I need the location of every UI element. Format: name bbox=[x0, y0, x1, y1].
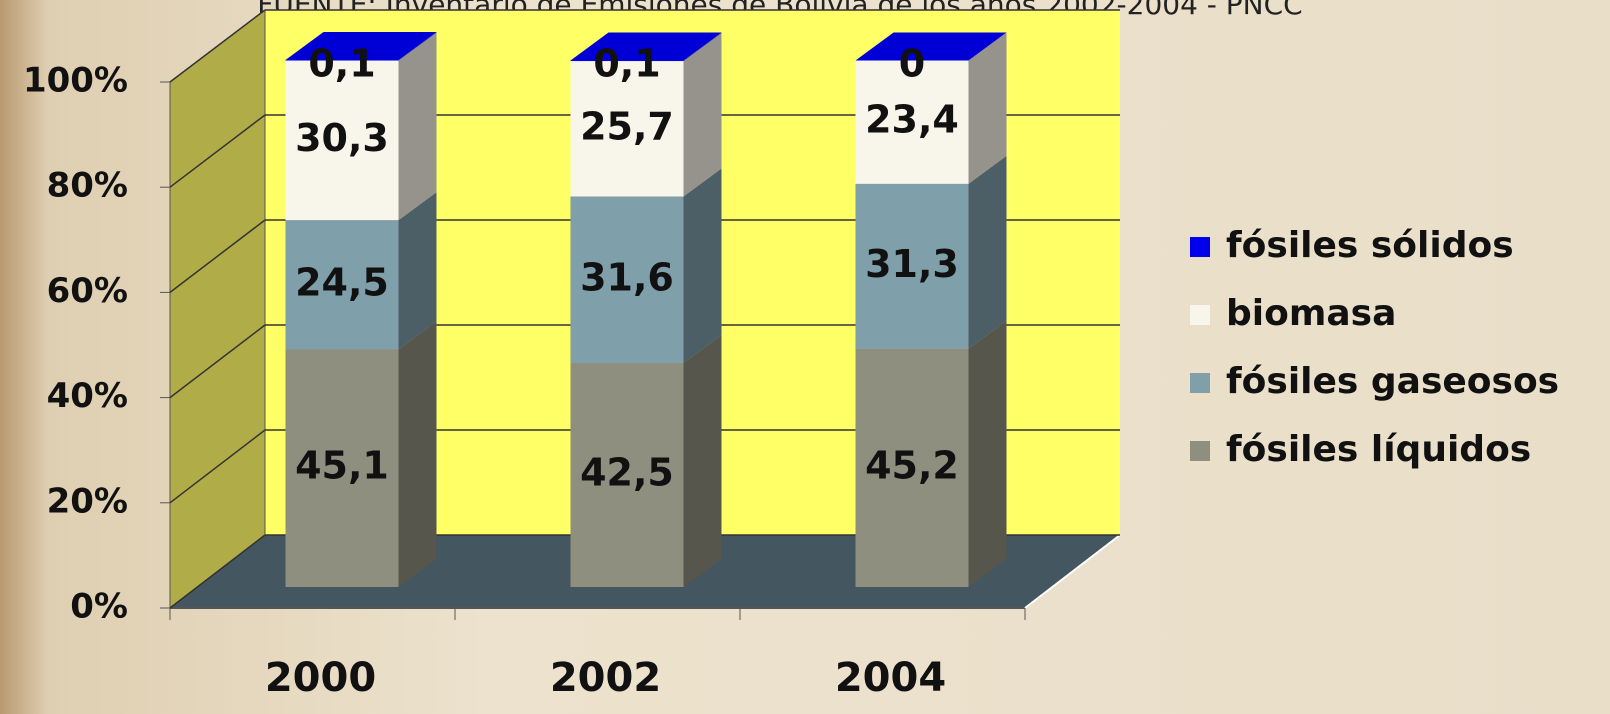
legend-label: fósiles gaseosos bbox=[1226, 361, 1559, 402]
legend-label: fósiles sólidos bbox=[1226, 225, 1514, 266]
bar-top bbox=[855, 32, 1007, 61]
bar-side bbox=[683, 32, 722, 62]
bar-front bbox=[855, 348, 969, 587]
bar-front bbox=[285, 60, 399, 61]
legend-label: fósiles líquidos bbox=[1226, 429, 1531, 470]
bar-front bbox=[855, 183, 969, 349]
value-label: 25,7 bbox=[580, 104, 674, 148]
bar-side bbox=[683, 168, 722, 364]
legend-swatch bbox=[1190, 441, 1210, 461]
bar-side bbox=[398, 32, 437, 221]
x-tick-label: 2002 bbox=[550, 655, 661, 701]
legend-swatch bbox=[1190, 373, 1210, 393]
bar-front bbox=[855, 60, 969, 184]
grid-line bbox=[169, 219, 266, 293]
grid-line bbox=[169, 534, 266, 609]
value-label: 24,5 bbox=[295, 260, 389, 304]
legend-swatch bbox=[1190, 237, 1210, 257]
bar-front bbox=[285, 349, 399, 587]
bar-side bbox=[398, 321, 437, 587]
value-label: 30,3 bbox=[295, 116, 389, 160]
value-label: 45,1 bbox=[295, 444, 389, 488]
value-label: 31,6 bbox=[580, 255, 674, 299]
bar-side bbox=[968, 320, 1007, 587]
bar-side bbox=[968, 155, 1007, 349]
bar-side bbox=[398, 32, 437, 61]
bar-front bbox=[570, 60, 684, 62]
y-tick-label: 100% bbox=[23, 61, 128, 101]
y-tick-label: 40% bbox=[47, 376, 128, 416]
bar-front bbox=[285, 220, 399, 350]
bar-front bbox=[570, 196, 684, 364]
grid-line bbox=[169, 9, 266, 83]
x-tick-label: 2004 bbox=[835, 655, 946, 701]
value-label: 0,1 bbox=[593, 42, 660, 86]
bar-side bbox=[683, 335, 722, 587]
value-label: 0,1 bbox=[308, 42, 375, 86]
legend-label: biomasa bbox=[1226, 293, 1396, 334]
grid-line bbox=[169, 114, 266, 188]
grid-line bbox=[169, 324, 266, 399]
y-tick-label: 80% bbox=[47, 166, 128, 206]
grid-line bbox=[169, 429, 266, 504]
value-label: 31,3 bbox=[865, 242, 959, 286]
y-tick-label: 20% bbox=[47, 481, 128, 521]
bar-side bbox=[968, 32, 1007, 184]
bar-front bbox=[570, 363, 684, 587]
bar-front bbox=[285, 60, 399, 221]
bar-side bbox=[398, 192, 437, 350]
x-tick-label: 2000 bbox=[265, 655, 376, 701]
legend-swatch bbox=[1190, 305, 1210, 325]
bar-side bbox=[683, 33, 722, 197]
value-label: 45,2 bbox=[865, 443, 959, 487]
y-tick-label: 0% bbox=[70, 587, 128, 627]
y-tick-label: 60% bbox=[47, 271, 128, 311]
value-label: 23,4 bbox=[865, 98, 959, 142]
side-wall bbox=[169, 8, 266, 610]
bar-top bbox=[570, 32, 722, 61]
bar-front bbox=[570, 61, 684, 197]
floor-edge bbox=[1024, 534, 1121, 609]
bar-top bbox=[285, 32, 437, 60]
value-label: 42,5 bbox=[580, 451, 674, 495]
value-label: 0 bbox=[899, 42, 925, 86]
